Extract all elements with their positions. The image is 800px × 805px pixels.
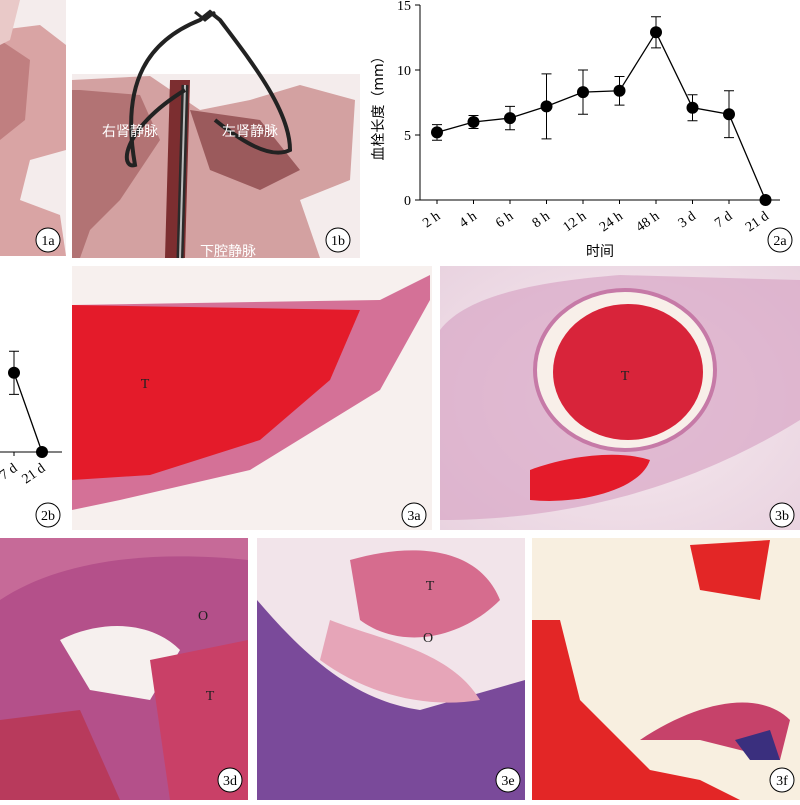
data-point (723, 108, 735, 121)
data-line (436, 30, 767, 201)
panel-label-circle (35, 502, 61, 528)
panel-label: 3d (223, 774, 237, 789)
panel-label: 3e (501, 774, 514, 789)
x-tick-label: 21 d (743, 209, 772, 235)
y-tick-label: 15 (397, 0, 411, 14)
panel-label-circle (401, 502, 427, 528)
panel-label: 3a (407, 509, 421, 524)
panel-label: 2a (773, 234, 787, 249)
x-tick-label: 2 h (420, 209, 443, 231)
y-tick-label: 5 (404, 129, 411, 144)
x-tick-label: 7 d (0, 461, 20, 483)
panel-label: 2b (41, 509, 55, 524)
data-point (577, 86, 589, 99)
x-tick-label: 7 d (712, 209, 735, 231)
panel-label-circle (35, 227, 61, 253)
data-point (431, 126, 443, 139)
panel-label-circle (769, 502, 795, 528)
x-tick-label: 8 h (530, 209, 553, 231)
data-point (504, 112, 516, 125)
data-point (467, 116, 480, 128)
panel-label-circle (325, 227, 351, 253)
panel-1a (0, 0, 66, 256)
x-tick-label: 24 h (597, 209, 626, 235)
y-tick-label: 10 (397, 64, 411, 79)
panel-3d (0, 538, 248, 800)
x-axis-label: 时间 (586, 244, 614, 260)
data-point (759, 194, 772, 206)
data-point (36, 446, 48, 458)
panel-label-circle (217, 767, 243, 793)
panel-3f (532, 538, 800, 800)
data-point (540, 100, 553, 113)
panel-label: 3b (775, 509, 789, 524)
histology-label: O (198, 609, 208, 624)
anatomy-label: 下腔静脉 (200, 244, 256, 260)
x-tick-label: 6 h (493, 209, 516, 231)
histology-label: T (141, 377, 150, 392)
panel-label-circle (495, 767, 521, 793)
anatomy-label: 左肾静脉 (222, 124, 278, 140)
data-point (650, 26, 662, 39)
histology-label: O (423, 631, 433, 646)
panel-label-circle (767, 227, 793, 253)
panel-3b (440, 266, 800, 530)
panel-label-circle (769, 767, 795, 793)
histology-label: T (426, 579, 435, 594)
x-tick-label: 48 h (634, 209, 663, 235)
panel-label: 3f (776, 774, 788, 789)
y-tick-label: 0 (404, 194, 411, 209)
data-line (13, 372, 43, 453)
data-point (613, 84, 626, 97)
panel-label: 1b (331, 234, 345, 249)
x-tick-label: 12 h (561, 209, 590, 235)
histology-label: T (621, 369, 630, 384)
x-tick-label: 21 d (20, 461, 49, 487)
panel-3e (257, 538, 525, 800)
x-tick-label: 4 h (457, 209, 480, 231)
x-tick-label: 3 d (676, 209, 699, 231)
anatomy-label: 右肾静脉 (102, 124, 158, 140)
panel-3a (72, 266, 432, 530)
data-point (686, 101, 699, 114)
data-point (8, 366, 20, 379)
panel-1b (72, 9, 360, 259)
histology-label: T (206, 689, 215, 704)
y-axis-label: 血栓长度（mm） (371, 49, 387, 160)
panel-label: 1a (41, 234, 55, 249)
